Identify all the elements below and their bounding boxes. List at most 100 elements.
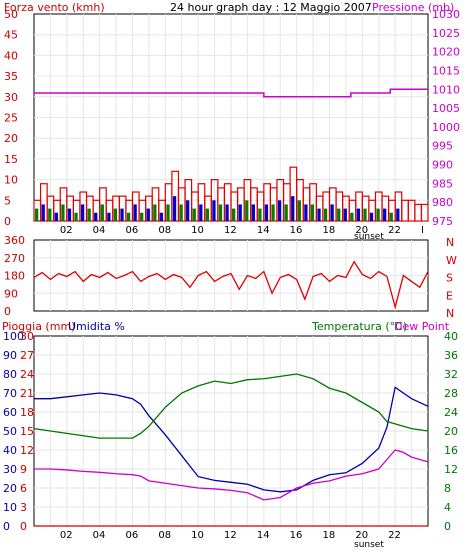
rain-tick-label: 21 [20,387,34,400]
climate-x-tick-label: 08 [158,530,171,541]
rain-tick-label: 9 [20,463,27,476]
pressure-tick-label: 1000 [432,121,460,134]
wind-gust-bar [420,203,429,222]
humidity-tick-label: 70 [3,387,17,400]
compass-label: W [446,254,457,267]
wind-mean-bar [232,208,236,221]
temperature-tick-label: 40 [444,330,458,343]
wind-direction-line [33,260,429,310]
humidity-axis-title: Umidita % [68,320,125,333]
wind-mean-bar [369,212,374,221]
wind-mean-bar [277,200,282,221]
humidity-tick-label: 100 [3,330,24,343]
wind-mean-bar [87,208,91,221]
pressure-tick-label: 1005 [432,102,460,115]
temperature-tick-label: 20 [444,425,458,438]
climate-x-tick-label: 04 [93,530,106,541]
wind-mean-bar [153,204,157,221]
climate-x-tick-label: 18 [323,530,336,541]
wind-x-tick-label: 22 [388,225,401,236]
wind-tick-label: 5 [4,194,11,207]
temperature-tick-label: 12 [444,463,458,476]
dew-point-axis-title: Dew Point [394,320,450,333]
humidity-tick-label: 20 [3,482,17,495]
direction-tick-label: 360 [4,234,25,247]
wind-tick-label: 30 [4,91,18,104]
temperature-tick-label: 16 [444,444,458,457]
temperature-tick-label: 36 [444,349,458,362]
wind-mean-bar [172,196,177,221]
wind-mean-bar [376,208,380,221]
direction-tick-label: 180 [4,270,25,283]
wind-mean-bar [238,204,242,221]
humidity-tick-label: 50 [3,425,17,438]
wind-mean-bar [54,212,58,221]
wind-x-tick-label: 02 [60,225,73,236]
wind-mean-bar [133,204,137,221]
rain-tick-label: 18 [20,406,34,419]
wind-mean-bar [225,204,229,221]
pressure-tick-label: 1010 [432,83,460,96]
wind-mean-bar [80,204,85,221]
climate-x-tick-label: 10 [191,530,204,541]
wind-mean-bar [304,204,308,221]
wind-mean-bar [179,204,183,221]
wind-speed-axis-title: Forza vento (kmh) [4,1,105,14]
rain-tick-label: 30 [20,330,34,343]
rain-axis-title: Pioggia (mm) [2,320,75,333]
pressure-tick-label: 980 [432,196,453,209]
temperature-axis-title: Temperatura (°C) [311,320,407,333]
wind-mean-bar [35,208,39,221]
pressure-tick-label: 1030 [432,8,460,21]
wind-tick-label: 35 [4,70,18,83]
rain-tick-label: 12 [20,444,34,457]
wind-mean-bar [396,208,400,221]
climate-x-tick-label: 20 [355,530,368,541]
wind-mean-bar [350,212,354,221]
chart-marks: 0510152025303540455097598098599099510001… [3,8,460,541]
rain-tick-label: 6 [20,482,27,495]
rain-tick-label: 24 [20,368,34,381]
wind-mean-bar [94,212,98,221]
climate-x-tick-label: 02 [60,530,73,541]
wind-mean-bar [343,208,347,221]
direction-tick-label: 270 [4,252,25,265]
wind-x-tick-label: 20 [355,225,368,236]
pressure-tick-label: 975 [432,215,453,228]
climate-x-tick-label: 12 [224,530,237,541]
wind-x-tick-label: 18 [323,225,336,236]
wind-mean-bar [192,208,196,221]
humidity-tick-label: 40 [3,444,17,457]
wind-mean-bar [107,212,111,221]
pressure-axis-title: Pressione (mb) [372,1,454,14]
wind-mean-bar [264,204,269,221]
wind-tick-label: 25 [4,112,18,125]
humidity-line [34,386,429,493]
climate-x-tick-label: 06 [126,530,139,541]
wind-mean-bar [389,212,393,221]
wind-mean-bar [212,200,216,221]
rain-tick-label: 0 [20,520,27,533]
temperature-tick-label: 4 [444,501,451,514]
wind-mean-bar [140,212,144,221]
direction-tick-label: 0 [4,305,11,318]
climate-x-tick-label: 16 [290,530,303,541]
wind-mean-bar [74,212,78,221]
wind-mean-bar [199,204,203,221]
temperature-tick-label: 32 [444,368,458,381]
wind-mean-bar [126,212,131,221]
compass-label: S [446,272,453,285]
rain-tick-label: 27 [20,349,34,362]
wind-tick-label: 0 [4,215,11,228]
humidity-tick-label: 30 [3,463,17,476]
pressure-tick-label: 985 [432,177,453,190]
compass-label: N [446,236,454,249]
wind-x-tick-label: 16 [290,225,303,236]
wind-mean-bar [146,208,150,221]
humidity-tick-label: 10 [3,501,17,514]
wind-tick-label: 45 [4,29,18,42]
wind-x-tick-label: 14 [257,225,270,236]
pressure-tick-label: 995 [432,140,453,153]
